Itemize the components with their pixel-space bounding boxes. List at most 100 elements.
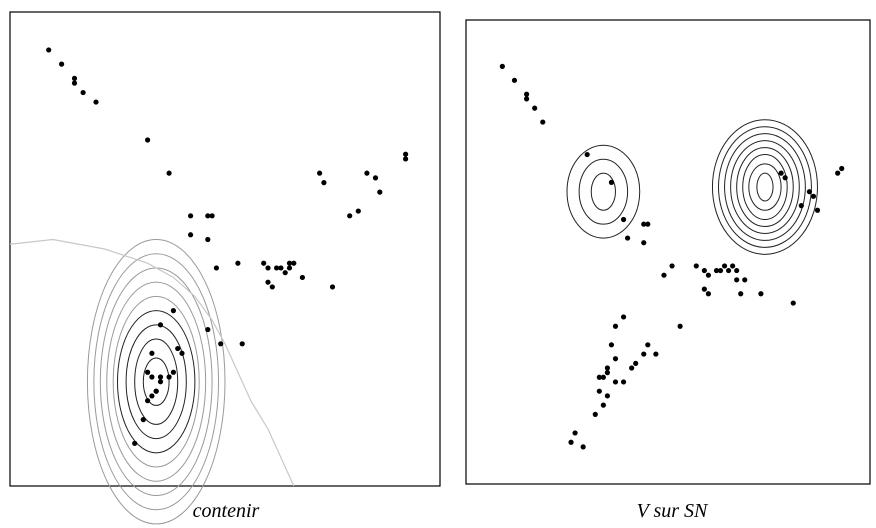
left-data-point-2 bbox=[71, 75, 78, 81]
right-data-point-58 bbox=[592, 411, 598, 417]
left-data-point-31 bbox=[377, 189, 383, 195]
right-data-point-60 bbox=[572, 430, 578, 436]
right-data-point-25 bbox=[701, 286, 707, 292]
right-data-point-7 bbox=[608, 179, 615, 185]
left-panel-caption: contenir bbox=[192, 500, 260, 522]
right-data-point-30 bbox=[790, 300, 796, 306]
left-data-point-17 bbox=[274, 265, 280, 271]
left-data-point-21 bbox=[286, 265, 293, 271]
left-data-point-26 bbox=[329, 284, 336, 290]
right-data-point-16 bbox=[701, 267, 707, 274]
left-data-point-34 bbox=[403, 151, 409, 157]
left-data-point-33 bbox=[355, 208, 361, 214]
right-scatter-panel bbox=[465, 19, 871, 485]
right-data-point-9 bbox=[641, 221, 647, 227]
left-data-point-9 bbox=[188, 232, 194, 238]
right-data-point-36 bbox=[814, 207, 821, 213]
right-data-point-2 bbox=[524, 91, 530, 97]
right-data-point-52 bbox=[600, 374, 606, 380]
left-data-point-42 bbox=[149, 374, 155, 380]
right-data-point-14 bbox=[669, 263, 675, 269]
left-data-point-20 bbox=[286, 260, 293, 266]
right-data-point-34 bbox=[810, 193, 817, 199]
right-data-point-37 bbox=[835, 170, 841, 176]
left-contour-0-4 bbox=[112, 295, 200, 468]
right-data-point-53 bbox=[620, 379, 627, 385]
left-decision-boundary bbox=[9, 238, 295, 487]
right-contour-0-2 bbox=[566, 144, 641, 239]
left-data-point-40 bbox=[179, 350, 185, 356]
right-contour-1-5 bbox=[724, 133, 806, 241]
right-data-point-13 bbox=[661, 272, 667, 278]
left-data-point-11 bbox=[209, 213, 215, 219]
right-data-point-24 bbox=[734, 277, 740, 283]
left-data-point-15 bbox=[261, 260, 267, 266]
right-data-point-6 bbox=[584, 151, 590, 158]
left-data-point-18 bbox=[278, 265, 284, 271]
right-contour-1-4 bbox=[730, 140, 800, 234]
left-data-point-41 bbox=[145, 369, 151, 375]
left-data-point-53 bbox=[218, 341, 224, 347]
right-contour-1-3 bbox=[736, 147, 794, 227]
right-data-point-39 bbox=[620, 314, 627, 320]
right-data-point-42 bbox=[645, 342, 651, 348]
right-data-point-49 bbox=[604, 365, 611, 371]
right-data-point-15 bbox=[693, 263, 699, 269]
left-contour-0-5 bbox=[106, 281, 207, 482]
right-data-point-10 bbox=[645, 221, 651, 227]
right-data-point-40 bbox=[612, 323, 619, 329]
right-plot-frame bbox=[465, 19, 871, 485]
left-data-point-43 bbox=[157, 374, 164, 380]
left-data-point-19 bbox=[282, 270, 288, 276]
left-data-point-25 bbox=[269, 284, 275, 290]
right-data-point-26 bbox=[705, 291, 712, 297]
right-point-group bbox=[499, 63, 845, 450]
left-data-point-12 bbox=[205, 236, 211, 243]
right-data-point-38 bbox=[839, 165, 845, 172]
right-contour-1-0 bbox=[756, 172, 774, 202]
right-data-point-12 bbox=[641, 240, 647, 246]
right-data-point-46 bbox=[629, 365, 635, 371]
right-data-point-23 bbox=[734, 267, 740, 274]
left-data-point-5 bbox=[93, 99, 99, 105]
right-data-point-0 bbox=[499, 63, 505, 69]
right-data-point-33 bbox=[806, 189, 813, 195]
left-data-point-32 bbox=[347, 213, 353, 219]
right-data-point-55 bbox=[596, 388, 602, 394]
left-data-point-29 bbox=[364, 170, 370, 176]
left-data-point-44 bbox=[157, 379, 164, 385]
right-data-point-27 bbox=[742, 277, 748, 283]
right-contour-0-0 bbox=[590, 172, 616, 211]
left-data-point-3 bbox=[71, 80, 78, 86]
right-data-point-29 bbox=[758, 291, 764, 297]
right-data-point-48 bbox=[612, 356, 619, 362]
right-panel-caption: V sur SN bbox=[636, 500, 708, 522]
right-data-point-45 bbox=[641, 351, 647, 357]
right-data-point-1 bbox=[511, 77, 518, 83]
left-data-point-51 bbox=[140, 417, 146, 423]
left-data-point-7 bbox=[166, 170, 172, 176]
right-contour-1-2 bbox=[742, 154, 788, 221]
right-data-point-11 bbox=[625, 235, 631, 241]
left-contour-0-0 bbox=[142, 357, 170, 406]
left-data-point-4 bbox=[80, 89, 86, 96]
right-data-point-35 bbox=[798, 203, 804, 209]
left-scatter-panel bbox=[9, 11, 441, 525]
right-data-point-61 bbox=[568, 439, 574, 445]
left-data-point-24 bbox=[265, 279, 271, 285]
left-data-point-38 bbox=[149, 350, 155, 356]
left-data-point-14 bbox=[235, 260, 241, 266]
right-data-point-51 bbox=[596, 374, 602, 380]
left-data-point-55 bbox=[205, 326, 211, 333]
right-data-point-50 bbox=[604, 370, 611, 376]
right-data-point-28 bbox=[738, 291, 744, 297]
left-contour-0-3 bbox=[117, 310, 196, 454]
right-data-point-44 bbox=[653, 351, 659, 357]
left-data-point-54 bbox=[239, 341, 245, 347]
right-contour-group bbox=[566, 119, 818, 255]
right-data-point-43 bbox=[677, 323, 683, 329]
right-data-point-3 bbox=[524, 96, 530, 102]
left-data-point-0 bbox=[46, 47, 52, 53]
left-data-point-22 bbox=[291, 260, 297, 266]
